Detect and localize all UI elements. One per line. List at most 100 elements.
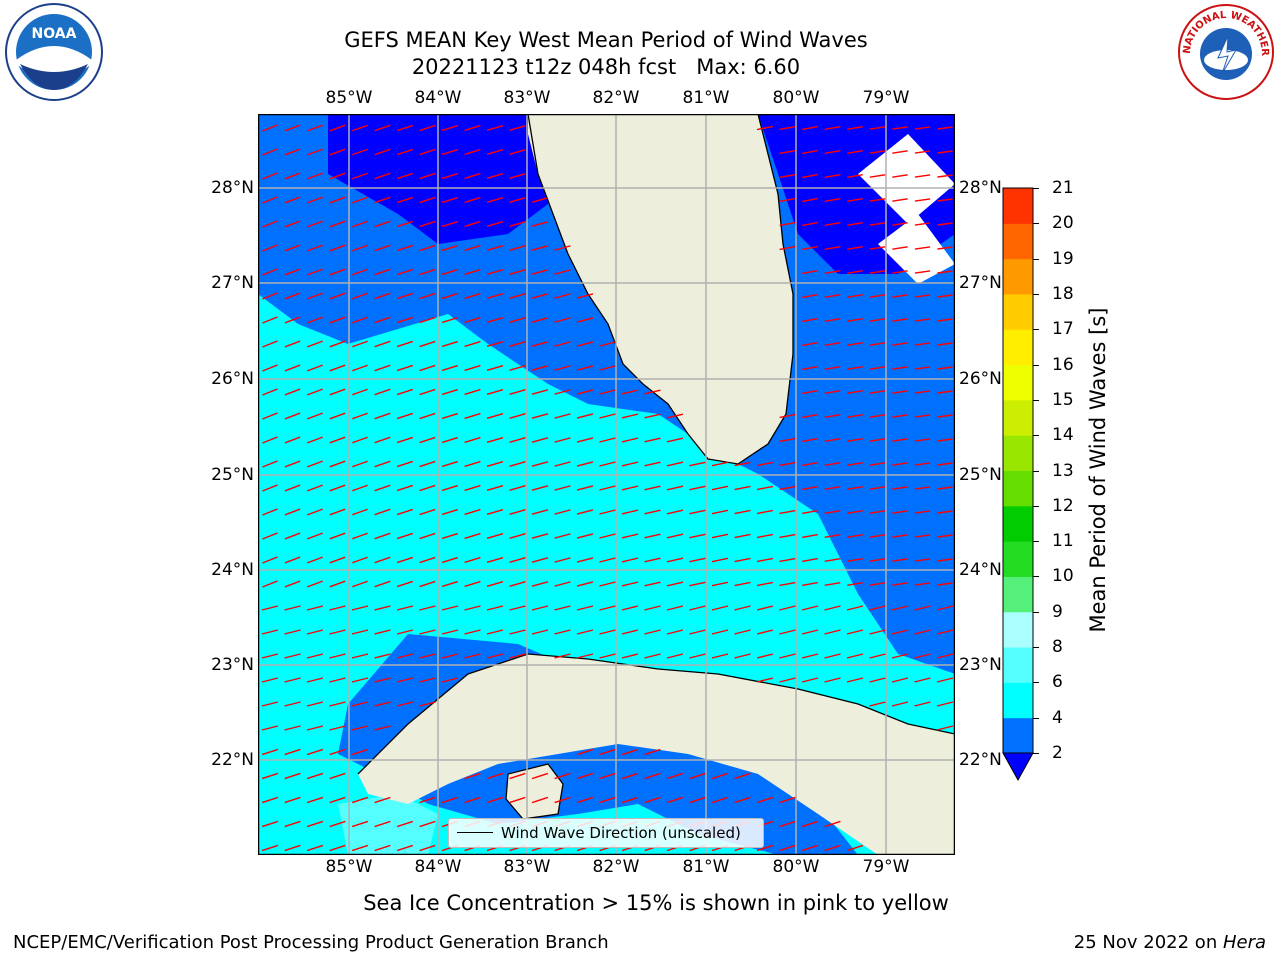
chart-title-line1: GEFS MEAN Key West Mean Period of Wind W…: [344, 28, 868, 52]
direction-arrow-644: [486, 772, 504, 780]
colorbar-svg: [1002, 187, 1034, 782]
direction-arrow-524: [779, 605, 796, 611]
direction-arrow-380: [329, 508, 346, 516]
direction-arrow-151: [374, 292, 391, 300]
direction-arrow-274: [554, 413, 571, 419]
direction-arrow-146: [262, 292, 278, 300]
direction-arrow-704: [824, 820, 841, 828]
direction-arrow-77: [847, 198, 863, 202]
direction-arrow-673: [666, 796, 684, 804]
direction-arrow-422: [576, 533, 594, 539]
direction-arrow-731: [846, 844, 864, 852]
direction-arrow-302: [576, 437, 594, 443]
direction-arrow-396: [689, 509, 706, 515]
direction-arrow-551: [689, 629, 706, 635]
direction-arrow-21: [262, 148, 278, 156]
direction-arrow-500: [937, 582, 953, 586]
lat-tick-right-3: 25°N: [959, 465, 1002, 485]
direction-arrow-222: [464, 364, 481, 372]
direction-arrow-278: [644, 413, 661, 419]
direction-arrow-527: [846, 605, 864, 611]
direction-arrow-114: [509, 245, 526, 251]
direction-arrow-310: [847, 438, 863, 442]
direction-arrow-223: [486, 364, 504, 372]
direction-arrow-205: [599, 341, 616, 347]
direction-arrow-382: [374, 508, 391, 516]
direction-arrow-279: [666, 413, 684, 419]
direction-arrow-41: [262, 172, 278, 180]
direction-arrow-375: [914, 486, 931, 490]
direction-arrow-2: [307, 124, 323, 132]
colorbar-tick-11: 16: [1052, 354, 1074, 375]
direction-arrow-101: [914, 222, 931, 226]
direction-arrow-459: [711, 557, 729, 563]
direction-arrow-629: [936, 725, 954, 731]
direction-arrow-447: [441, 556, 459, 564]
direction-arrow-432: [802, 533, 818, 539]
colorbar-tick-1: 4: [1052, 707, 1063, 728]
direction-arrow-33: [779, 149, 796, 155]
colorbar-tick-12: 17: [1052, 319, 1074, 340]
lat-tick-left-5: 23°N: [211, 655, 254, 675]
direction-arrow-357: [509, 485, 526, 491]
colorbar-segment-8: [1003, 435, 1033, 471]
direction-arrow-107: [352, 244, 368, 252]
colorbar-tick-mark-14: [1033, 258, 1039, 260]
direction-arrow-254: [802, 389, 818, 395]
direction-arrow-435: [869, 534, 886, 538]
direction-arrow-350: [352, 484, 368, 492]
direction-arrow-35: [824, 149, 841, 155]
direction-arrow-241: [374, 388, 391, 396]
direction-arrow-360: [576, 485, 594, 491]
direction-arrow-684: [374, 820, 391, 828]
direction-arrow-199: [464, 340, 481, 348]
direction-arrow-410: [307, 532, 323, 540]
colorbar-tick-mark-5: [1033, 576, 1039, 578]
direction-arrow-407: [937, 510, 953, 514]
direction-arrow-636: [599, 748, 616, 756]
direction-arrow-125: [262, 268, 278, 276]
direction-arrow-707: [306, 844, 324, 852]
direction-arrow-142: [869, 270, 886, 274]
direction-arrow-627: [351, 725, 369, 731]
direction-arrow-66: [374, 196, 391, 204]
direction-arrow-285: [892, 414, 908, 418]
direction-arrow-363: [644, 485, 661, 491]
direction-arrow-554: [756, 629, 774, 635]
direction-arrow-476: [396, 580, 414, 588]
direction-arrow-374: [892, 486, 908, 490]
direction-arrow-198: [441, 340, 459, 348]
direction-arrow-351: [374, 484, 391, 492]
lat-tick-left-1: 27°N: [211, 273, 254, 293]
direction-arrow-314: [937, 438, 953, 442]
direction-arrow-332: [644, 461, 661, 467]
direction-arrow-583: [734, 653, 751, 659]
direction-arrow-15: [824, 125, 841, 131]
colorbar-tick-mark-7: [1033, 505, 1039, 507]
direction-arrow-354: [441, 484, 459, 492]
direction-arrow-191: [284, 340, 301, 348]
direction-arrow-98: [847, 222, 863, 226]
direction-arrow-449: [486, 556, 504, 564]
direction-arrow-590: [891, 653, 909, 659]
direction-arrow-300: [531, 437, 549, 443]
direction-arrow-473: [329, 580, 346, 588]
direction-arrow-319: [352, 460, 368, 468]
direction-arrow-728: [779, 844, 796, 852]
direction-arrow-167: [937, 294, 953, 298]
direction-arrow-651: [644, 772, 661, 780]
direction-arrow-306: [666, 437, 684, 443]
direction-arrow-284: [869, 414, 886, 418]
direction-arrow-415: [419, 532, 436, 540]
direction-arrow-641: [306, 772, 324, 780]
direction-arrow-315: [262, 460, 278, 468]
direction-arrow-398: [734, 509, 751, 515]
direction-arrow-104: [284, 244, 301, 252]
direction-arrow-341: [847, 462, 863, 466]
direction-arrow-307: [779, 437, 796, 443]
direction-arrow-116: [554, 245, 571, 251]
direction-arrow-296: [441, 436, 459, 444]
direction-arrow-428: [711, 533, 729, 539]
direction-arrow-635: [576, 748, 594, 756]
direction-arrow-518: [644, 605, 661, 611]
